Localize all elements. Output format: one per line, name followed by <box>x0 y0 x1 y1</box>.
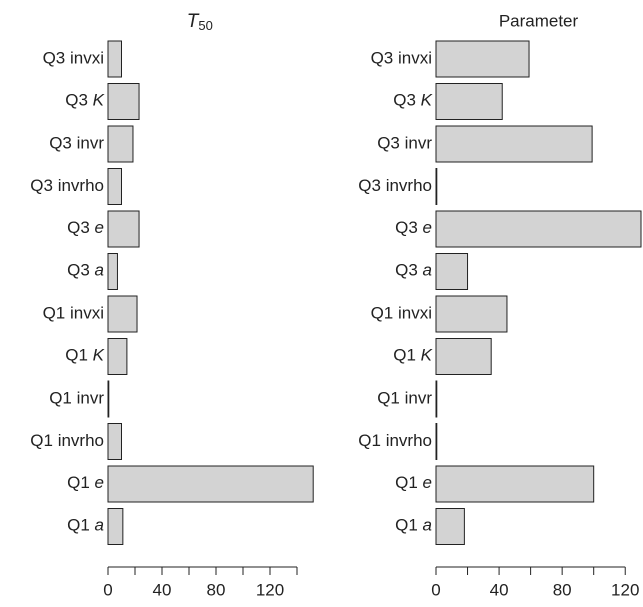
x-tick-label: 0 <box>103 580 112 599</box>
bar <box>107 295 138 333</box>
bar <box>107 338 128 375</box>
bar <box>107 83 140 120</box>
bar <box>107 465 314 503</box>
y-tick-label: Q3 a <box>67 261 104 280</box>
bar <box>435 40 530 78</box>
bar <box>107 168 122 205</box>
y-tick-label: Q3 K <box>65 91 104 110</box>
x-tick-label: 120 <box>256 580 284 599</box>
bar <box>107 380 110 418</box>
y-tick-label: Q1 invxi <box>43 303 104 322</box>
bar <box>435 295 508 333</box>
x-tick-label: 120 <box>611 580 639 599</box>
y-tick-label: Q3 invr <box>49 133 104 152</box>
bar <box>435 465 595 503</box>
x-tick-label: 40 <box>490 580 509 599</box>
y-tick-label: Q1 invr <box>49 388 104 407</box>
y-tick-label: Q1 invrho <box>358 431 432 450</box>
bar <box>435 168 438 205</box>
y-tick-label: Q1 a <box>395 516 432 535</box>
x-tick-label: 80 <box>207 580 226 599</box>
bar <box>107 423 122 460</box>
y-tick-label: Q1 K <box>393 346 432 365</box>
y-tick-label: Q3 invrho <box>30 176 104 195</box>
y-tick-label: Q1 invrho <box>30 431 104 450</box>
x-tick-label: 80 <box>553 580 572 599</box>
chart-title: T50 <box>187 11 213 33</box>
y-tick-label: Q3 invrho <box>358 176 432 195</box>
y-tick-label: Q3 invxi <box>371 48 432 67</box>
y-tick-label: Q3 K <box>393 91 432 110</box>
x-tick-label: 0 <box>431 580 440 599</box>
bar <box>435 125 593 163</box>
y-tick-label: Q1 K <box>65 346 104 365</box>
y-tick-label: Q3 invr <box>377 133 432 152</box>
bar <box>435 210 642 248</box>
chart-title: Parameter <box>499 11 579 30</box>
bar <box>107 253 118 290</box>
bar <box>435 508 465 545</box>
y-tick-label: Q1 invxi <box>371 303 432 322</box>
y-tick-label: Q1 invr <box>377 388 432 407</box>
bar <box>107 125 134 163</box>
y-tick-label: Q1 a <box>67 516 104 535</box>
y-tick-label: Q1 e <box>395 473 432 492</box>
y-tick-label: Q3 e <box>67 218 104 237</box>
bar <box>107 210 140 248</box>
bar <box>435 380 438 418</box>
bar <box>107 508 124 545</box>
y-tick-label: Q1 e <box>67 473 104 492</box>
bar <box>435 338 492 375</box>
bar <box>435 423 438 460</box>
bar <box>435 83 503 120</box>
bar <box>435 253 469 290</box>
x-tick-label: 40 <box>153 580 172 599</box>
y-tick-label: Q3 e <box>395 218 432 237</box>
bar <box>107 40 122 78</box>
y-tick-label: Q3 invxi <box>43 48 104 67</box>
y-tick-label: Q3 a <box>395 261 432 280</box>
